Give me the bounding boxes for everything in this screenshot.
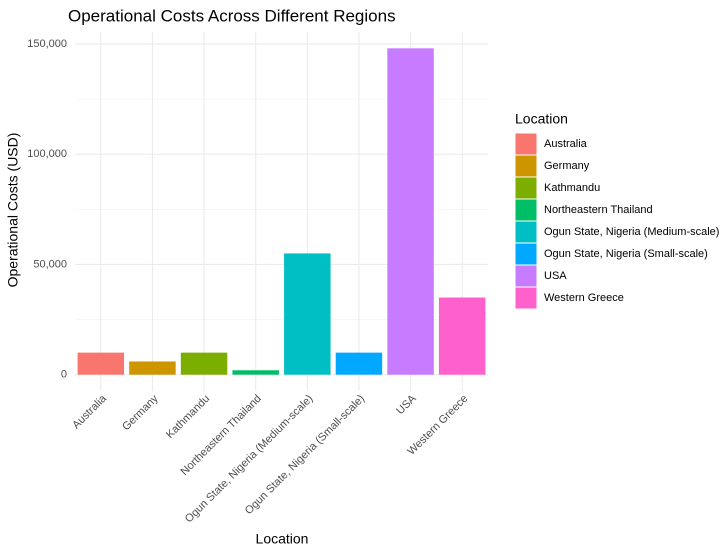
bar [77,352,125,375]
y-tick-label: 150,000 [27,38,67,50]
legend-key [514,264,538,288]
legend-key [514,176,538,200]
legend-label: USA [544,270,567,282]
legend-key [514,154,538,178]
legend-label: Kathmandu [544,182,600,194]
bar [335,352,383,375]
y-tick-label: 50,000 [33,258,67,270]
y-tick-label: 0 [61,369,67,381]
y-axis-title: Operational Costs (USD) [5,133,21,288]
legend-key [514,286,538,310]
x-axis-title: Location [256,531,309,547]
legend-title: Location [515,111,568,127]
legend-key [514,220,538,244]
legend-label: Ogun State, Nigeria (Medium-scale) [544,226,719,238]
legend-label: Australia [544,138,588,150]
x-tick-label: Kathmandu [164,393,212,441]
bar [387,48,434,375]
legend-key [514,198,538,222]
chart-title: Operational Costs Across Different Regio… [68,6,396,25]
legend-label: Western Greece [544,292,624,304]
legend-label: Northeastern Thailand [544,204,653,216]
bar [232,370,279,375]
bar [129,361,176,375]
x-tick-label: Germany [120,392,161,433]
bar [438,297,486,375]
x-tick-label: USA [394,392,419,417]
x-tick-label: Australia [70,392,109,431]
y-tick-label: 100,000 [27,148,67,160]
legend-label: Ogun State, Nigeria (Small-scale) [544,248,708,260]
legend-key [514,132,538,156]
legend-label: Germany [544,160,590,172]
legend-key [514,242,538,266]
bar [284,253,331,375]
bar [180,352,228,375]
